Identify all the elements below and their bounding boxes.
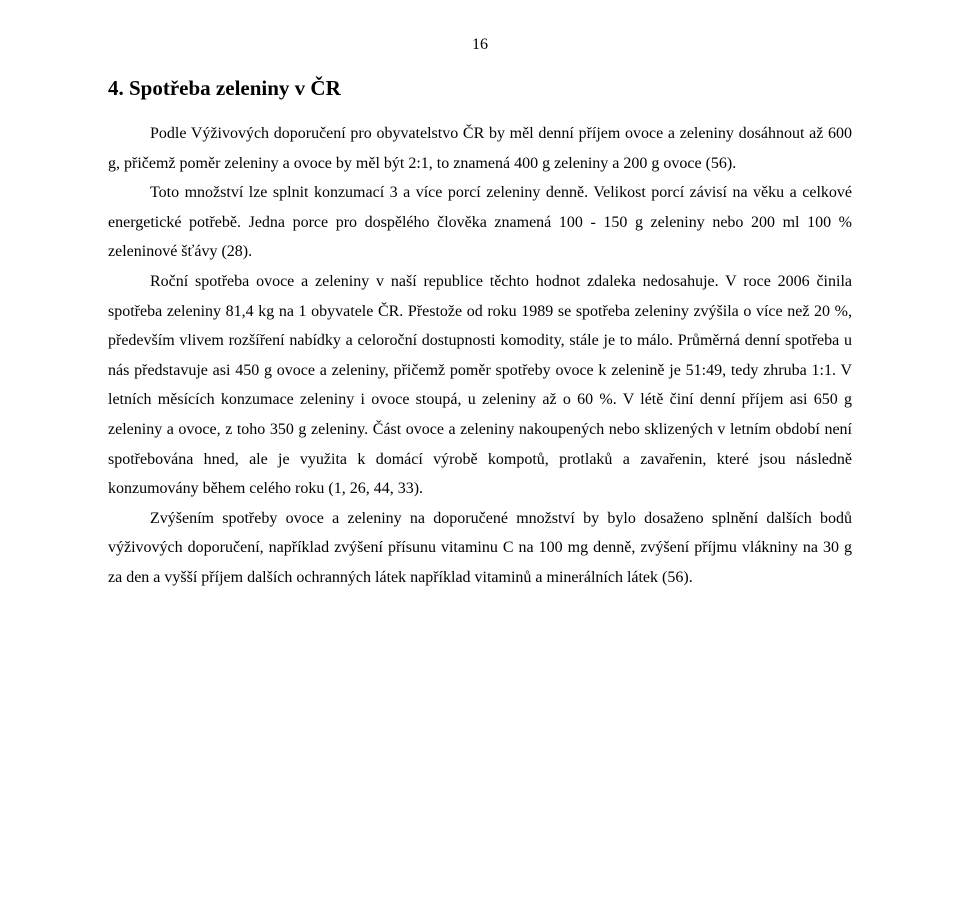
page-number: 16 [108, 36, 852, 54]
paragraph-1: Podle Výživových doporučení pro obyvatel… [108, 119, 852, 178]
paragraph-4: Zvýšením spotřeby ovoce a zeleniny na do… [108, 504, 852, 593]
section-heading: 4. Spotřeba zeleniny v ČR [108, 76, 852, 101]
paragraph-3: Roční spotřeba ovoce a zeleniny v naší r… [108, 267, 852, 504]
paragraph-2: Toto množství lze splnit konzumací 3 a v… [108, 178, 852, 267]
